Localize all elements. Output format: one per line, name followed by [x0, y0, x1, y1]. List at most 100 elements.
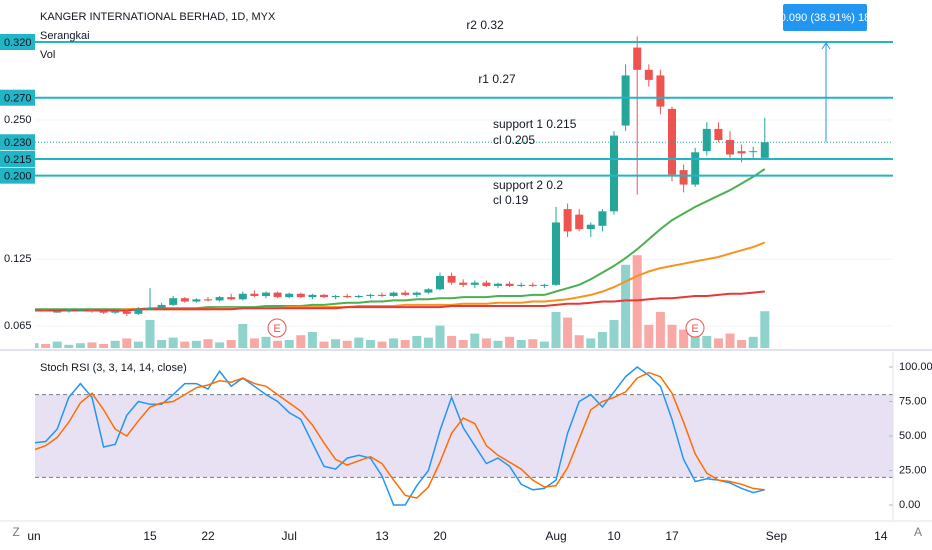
auto-scale-button[interactable]: A — [914, 525, 922, 539]
candle-body — [401, 292, 410, 295]
volume-bar — [667, 324, 677, 348]
candle-body — [76, 310, 85, 312]
candle-body — [227, 297, 236, 300]
volume-bar — [412, 336, 422, 348]
volume-bar — [273, 340, 283, 348]
volume-bar — [632, 255, 642, 348]
indicator-label: Serangkai — [40, 30, 90, 42]
level-label: 0.270 — [4, 93, 32, 105]
y-tick-label: 0.065 — [4, 320, 32, 332]
volume-bar — [725, 333, 735, 348]
candle-body — [749, 151, 758, 153]
y-tick-label: 0.125 — [4, 253, 32, 265]
candle-body — [517, 284, 526, 286]
annotation: support 1 0.215 — [493, 117, 577, 131]
candle-body — [737, 151, 746, 154]
moving-average — [35, 168, 766, 311]
volume-bar — [516, 340, 526, 348]
volume-bar — [319, 341, 329, 348]
volume-bar — [261, 336, 271, 348]
volume-bar — [702, 336, 712, 348]
candle-body — [64, 310, 73, 312]
volume-bar — [87, 342, 97, 348]
level-label: 0.215 — [4, 154, 32, 166]
volume-bar — [41, 344, 51, 348]
candle-body — [180, 298, 189, 302]
volume-bar — [180, 341, 190, 348]
volume-bar — [551, 312, 561, 348]
volume-bar — [249, 338, 259, 348]
current-price-label: 0.230 — [4, 137, 32, 149]
measure-label: 0.090 (38.91%) 18 — [780, 12, 871, 24]
candle-body — [470, 282, 479, 285]
candle-body — [482, 282, 491, 286]
annotation: support 2 0.2 — [493, 178, 563, 192]
candle-body — [331, 295, 340, 298]
indicator-line — [35, 371, 765, 499]
band-fill — [35, 394, 893, 478]
timezone-button[interactable]: Z — [12, 525, 19, 539]
earnings-icon[interactable] — [685, 318, 705, 338]
earnings-marker[interactable]: E — [685, 318, 705, 338]
annotation: cl 0.205 — [493, 133, 535, 147]
volume-bar — [215, 342, 225, 348]
candle-body — [552, 222, 560, 285]
level-label-box — [0, 33, 35, 50]
earnings-marker[interactable]: E — [267, 318, 287, 338]
volume-bar — [122, 338, 132, 348]
x-tick-label: 15 — [143, 529, 157, 543]
volume-bar — [226, 340, 236, 348]
candle-body — [238, 293, 247, 300]
rsi-pane — [35, 366, 893, 506]
earnings-letter[interactable]: E — [273, 323, 280, 335]
measure-arrow-head — [821, 42, 831, 50]
y-tick-label: 0.00 — [899, 499, 920, 511]
earnings-icon[interactable] — [267, 318, 287, 338]
candle-body — [273, 292, 282, 298]
candle-body — [134, 309, 143, 314]
candle-body — [285, 293, 294, 298]
x-tick-label: 13 — [375, 529, 389, 543]
volume-bar — [621, 264, 631, 348]
volume-bar — [400, 340, 410, 348]
candle-body — [714, 128, 723, 141]
candle-body — [424, 289, 433, 293]
volume-bar — [75, 343, 85, 348]
volume-bar — [655, 312, 665, 348]
volume-bar — [133, 341, 143, 348]
volume-bar — [191, 340, 201, 348]
indicator-label: Vol — [40, 49, 55, 61]
volume-bar — [760, 311, 770, 348]
volume-bar — [168, 337, 178, 348]
annotation: r2 0.32 — [466, 18, 504, 32]
candle-body — [459, 282, 468, 285]
volume-bar — [307, 332, 317, 348]
x-tick-label: 22 — [201, 529, 215, 543]
earnings-letter[interactable]: E — [691, 323, 698, 335]
x-tick-label: 10 — [607, 529, 621, 543]
volume-bar — [296, 335, 306, 348]
candle-body — [563, 209, 572, 232]
measure-box — [783, 4, 867, 31]
volume-bar — [563, 317, 573, 348]
indicator-title: Stoch RSI (3, 3, 14, 14, close) — [40, 362, 187, 374]
candle-body — [262, 292, 270, 296]
volume-bar — [447, 336, 457, 348]
level-label-box — [0, 150, 35, 167]
volume-bar — [331, 339, 341, 348]
candle-body — [41, 310, 50, 312]
candle-body — [598, 211, 607, 226]
volume-bar — [203, 339, 213, 348]
candle-body — [169, 298, 178, 305]
candle-body — [389, 292, 398, 296]
volume-bar — [644, 324, 654, 348]
volume-bar — [354, 337, 364, 348]
candle-body — [157, 304, 166, 309]
candle-body — [204, 299, 212, 301]
y-tick-label: 100.00 — [899, 361, 932, 373]
volume-bar — [389, 338, 399, 348]
level-label: 0.200 — [4, 171, 32, 183]
level-label: 0.320 — [4, 37, 32, 49]
volume-bar — [528, 339, 538, 348]
